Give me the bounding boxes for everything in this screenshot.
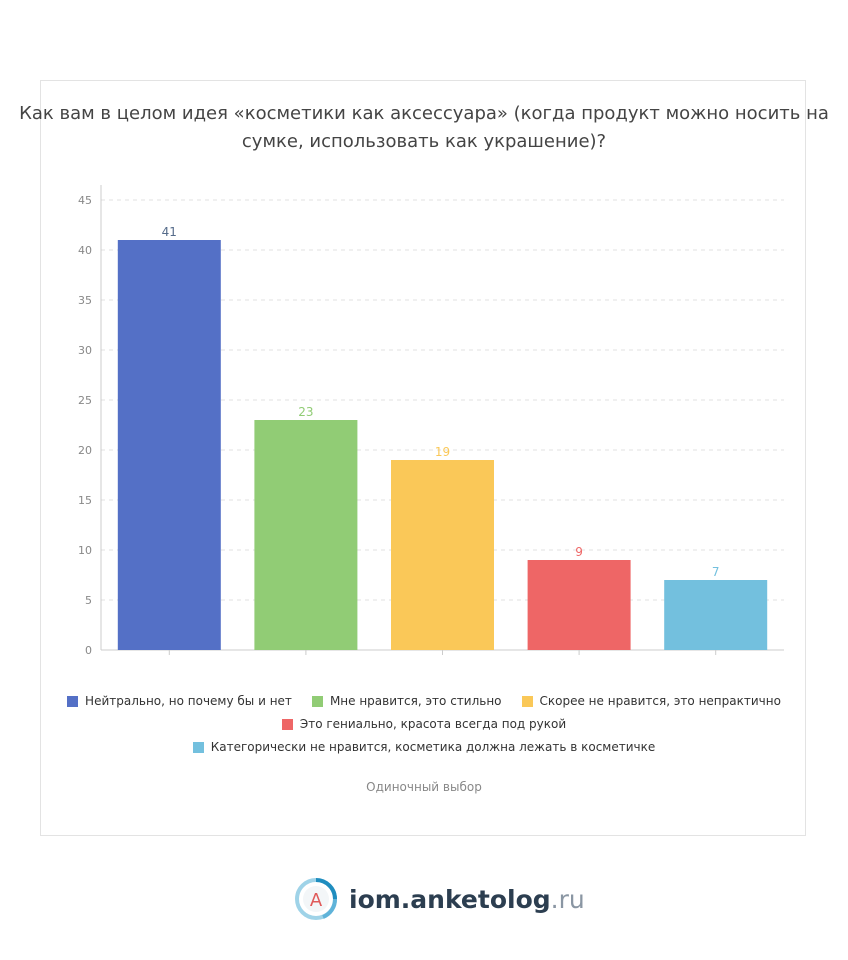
legend-swatch-1 [311, 695, 323, 707]
legend-row-3: Категорически не нравится, косметика дол… [0, 740, 848, 754]
legend-swatch-3 [281, 718, 293, 730]
footnote: Одиночный выбор [366, 780, 482, 794]
legend-item-1[interactable]: Мне нравится, это стильно [311, 694, 502, 708]
y-tick-label-5: 5 [85, 594, 92, 607]
legend-swatch-2 [521, 695, 533, 707]
legend-label-2: Скорее не нравится, это непрактично [539, 694, 781, 708]
bar-chart: 0 5 10 15 20 25 30 35 40 45 41 23 19 9 7 [78, 185, 784, 657]
y-tick-label-45: 45 [78, 194, 92, 207]
chart-title: Как вам в целом идея «косметики как аксе… [19, 103, 829, 152]
legend-item-4[interactable]: Категорически не нравится, косметика дол… [192, 740, 656, 754]
legend-row-2: Это гениально, красота всегда под рукой [0, 717, 848, 731]
y-tick-label-25: 25 [78, 394, 92, 407]
anketolog-logo-icon: А [295, 878, 338, 920]
y-tick-label-15: 15 [78, 494, 92, 507]
data-label-4: 7 [712, 565, 720, 579]
legend-item-0[interactable]: Нейтрально, но почему бы и нет [67, 694, 292, 708]
y-tick-label-30: 30 [78, 344, 92, 357]
bar-0 [117, 240, 221, 650]
bar-1 [254, 420, 358, 650]
y-tick-label-20: 20 [78, 444, 92, 457]
data-label-1: 23 [298, 405, 313, 419]
data-label-0: 41 [162, 225, 177, 239]
brand[interactable]: А iom.anketolog.ru [293, 876, 585, 922]
y-tick-label-40: 40 [78, 244, 92, 257]
bar-2 [391, 460, 494, 650]
legend-label-3: Это гениально, красота всегда под рукой [299, 717, 567, 731]
legend-label-0: Нейтрально, но почему бы и нет [85, 694, 292, 708]
bar-4 [664, 580, 768, 650]
legend-label-1: Мне нравится, это стильно [329, 694, 502, 708]
bar-3 [527, 560, 631, 650]
y-tick-label-10: 10 [78, 544, 92, 557]
legend-label-4: Категорически не нравится, косметика дол… [210, 740, 656, 754]
legend-swatch-4 [192, 741, 204, 753]
data-label-2: 19 [435, 445, 450, 459]
y-tick-label-35: 35 [78, 294, 92, 307]
brand-name: iom.anketolog.ru [349, 884, 585, 914]
y-tick-label-0: 0 [85, 644, 92, 657]
legend-item-3[interactable]: Это гениально, красота всегда под рукой [281, 717, 567, 731]
data-label-3: 9 [575, 545, 583, 559]
legend-swatch-0 [67, 695, 79, 707]
legend-item-2[interactable]: Скорее не нравится, это непрактично [521, 694, 781, 708]
legend-row-1: Нейтрально, но почему бы и нет Мне нрави… [0, 694, 848, 708]
logo-letter: А [310, 890, 323, 911]
